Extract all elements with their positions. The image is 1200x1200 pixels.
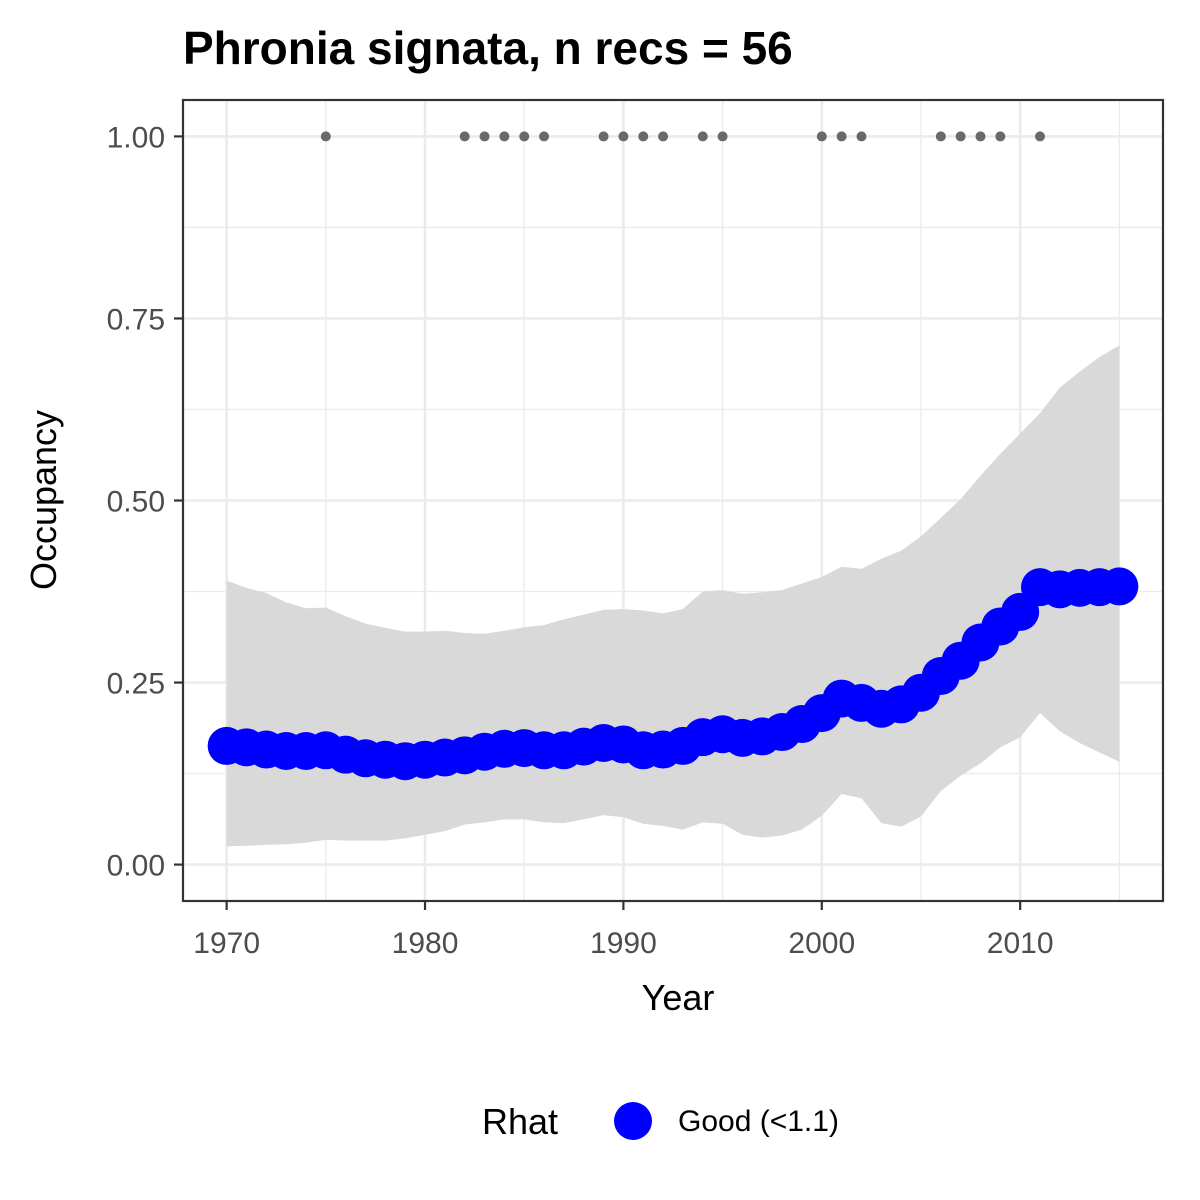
record-point	[618, 131, 629, 142]
record-point	[638, 131, 649, 142]
y-tick-label: 0.75	[107, 303, 165, 336]
record-point	[955, 131, 966, 142]
record-points	[320, 131, 1046, 142]
legend-title: Rhat	[482, 1101, 558, 1142]
occupancy-points	[207, 567, 1139, 781]
y-tick-label: 0.25	[107, 668, 165, 701]
y-tick-label: 0.50	[107, 486, 165, 519]
x-tick-label: 1990	[590, 927, 657, 960]
record-point	[856, 131, 867, 142]
x-axis-title: Year	[642, 977, 715, 1018]
x-tick-label: 1980	[392, 927, 459, 960]
record-point	[499, 131, 510, 142]
legend-label-good: Good (<1.1)	[678, 1105, 839, 1138]
x-tick-label: 2000	[788, 927, 855, 960]
chart-title: Phronia signata, n recs = 56	[183, 22, 793, 74]
y-tick-label: 1.00	[107, 121, 165, 154]
y-axis-title: Occupancy	[23, 410, 64, 590]
record-point	[598, 131, 609, 142]
record-point	[836, 131, 847, 142]
record-point	[816, 131, 827, 142]
record-point	[479, 131, 490, 142]
record-point	[995, 131, 1006, 142]
record-point	[935, 131, 946, 142]
record-point	[519, 131, 530, 142]
y-tick-label: 0.00	[107, 850, 165, 883]
x-tick-label: 1970	[193, 927, 260, 960]
legend: Rhat Good (<1.1)	[482, 1101, 839, 1142]
x-tick-label: 2010	[987, 927, 1054, 960]
y-axis: 0.00 0.25 0.50 0.75 1.00	[107, 121, 183, 883]
legend-key-good	[614, 1102, 652, 1140]
record-point	[717, 131, 728, 142]
x-axis: 1970 1980 1990 2000 2010	[193, 901, 1054, 960]
occupancy-point	[1100, 567, 1139, 606]
record-point	[539, 131, 550, 142]
record-point	[459, 131, 470, 142]
record-point	[1035, 131, 1046, 142]
record-point	[320, 131, 331, 142]
record-point	[975, 131, 986, 142]
record-point	[658, 131, 669, 142]
record-point	[697, 131, 708, 142]
